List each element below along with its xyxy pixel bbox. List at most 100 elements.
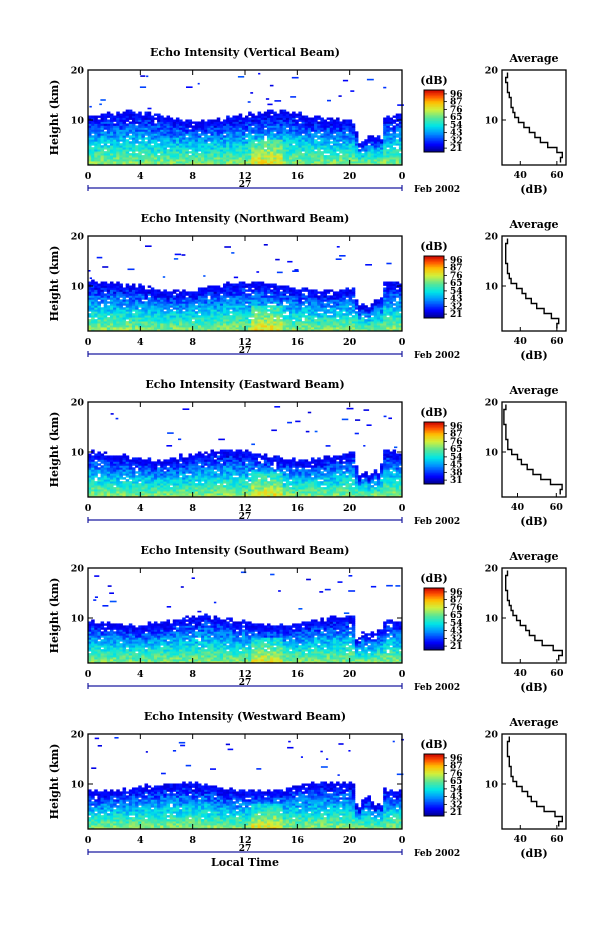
x-tick-label: 16 bbox=[291, 669, 305, 680]
panel-5: Echo Intensity (Westward Beam) Height (km… bbox=[48, 710, 567, 860]
panel-title: Echo Intensity (Northward Beam) bbox=[141, 212, 350, 225]
profile-x-tick-label: 40 bbox=[514, 834, 528, 845]
colorbar-tick-label: 32 bbox=[450, 634, 463, 644]
average-profile: Average 20 10 40 60(dB) bbox=[485, 384, 567, 528]
colorbar-tick-label: 65 bbox=[450, 445, 463, 455]
panel-4: Echo Intensity (Southward Beam) Height (k… bbox=[48, 544, 567, 694]
x-tick-label: 4 bbox=[137, 835, 144, 846]
x-tick-label: 8 bbox=[189, 171, 196, 182]
colorbar-tick-label: 45 bbox=[450, 461, 463, 471]
average-profile: Average 20 10 40 60(dB) bbox=[485, 550, 567, 694]
y-tick-label: 20 bbox=[71, 66, 85, 77]
day-label: 27 bbox=[239, 512, 252, 522]
colorbar-unit: (dB) bbox=[420, 738, 447, 751]
colorbar-tick-label: 65 bbox=[450, 777, 463, 787]
x-tick-label: 16 bbox=[291, 171, 305, 182]
y-axis-label: Height (km) bbox=[48, 744, 61, 820]
colorbar-tick-label: 76 bbox=[450, 105, 463, 115]
colorbar-tick-label: 31 bbox=[450, 476, 463, 486]
y-tick-label: 10 bbox=[71, 780, 85, 791]
profile-line bbox=[503, 404, 563, 495]
colorbar-tick-label: 43 bbox=[450, 129, 463, 139]
x-tick-label: 20 bbox=[343, 171, 357, 182]
x-tick-label: 16 bbox=[291, 835, 305, 846]
profile-y-tick-label: 20 bbox=[485, 398, 499, 409]
colorbar-tick-label: 54 bbox=[450, 287, 463, 297]
x-axis-label: Local Time bbox=[211, 856, 279, 869]
colorbar-tick-label: 65 bbox=[450, 611, 463, 621]
heatmap-cells bbox=[88, 406, 403, 498]
colorbar-tick-label: 65 bbox=[450, 113, 463, 123]
x-tick-label: 0 bbox=[399, 337, 406, 348]
y-axis-label: Height (km) bbox=[48, 578, 61, 654]
profile-y-tick-label: 10 bbox=[485, 448, 499, 459]
x-tick-label: 20 bbox=[343, 835, 357, 846]
profile-line bbox=[505, 238, 560, 329]
x-tick-label: 12 bbox=[238, 337, 251, 348]
heatmap-cells bbox=[88, 72, 404, 166]
panel-title: Echo Intensity (Vertical Beam) bbox=[150, 46, 340, 59]
colorbar-tick-label: 43 bbox=[450, 627, 463, 637]
profile-x-tick-label: 60 bbox=[550, 502, 564, 513]
panel-title: Echo Intensity (Westward Beam) bbox=[144, 710, 346, 723]
colorbar-tick-label: 96 bbox=[450, 256, 463, 266]
average-profile: Average 20 10 40 60(dB) bbox=[485, 716, 567, 860]
profile-line bbox=[505, 72, 563, 163]
average-profile: Average 20 10 40 60(dB) bbox=[485, 218, 567, 362]
profile-title: Average bbox=[508, 218, 558, 231]
x-tick-label: 16 bbox=[291, 337, 305, 348]
profile-y-tick-label: 10 bbox=[485, 780, 499, 791]
colorbar-tick-label: 54 bbox=[450, 121, 463, 131]
x-tick-label: 12 bbox=[238, 835, 251, 846]
profile-x-tick-label: 40 bbox=[514, 170, 528, 181]
y-tick-label: 20 bbox=[71, 398, 85, 409]
colorbar-unit: (dB) bbox=[420, 406, 447, 419]
profile-title: Average bbox=[508, 52, 558, 65]
x-tick-label: 0 bbox=[85, 171, 92, 182]
colorbar-tick-label: 76 bbox=[450, 437, 463, 447]
average-profile: Average 20 10 40 60(dB) bbox=[485, 52, 567, 196]
x-tick-label: 0 bbox=[399, 171, 406, 182]
colorbar-tick-label: 54 bbox=[450, 453, 463, 463]
heatmap-cells bbox=[88, 571, 403, 664]
profile-line bbox=[506, 736, 563, 827]
profile-y-tick-label: 20 bbox=[485, 66, 499, 77]
x-tick-label: 0 bbox=[85, 337, 92, 348]
x-tick-label: 0 bbox=[399, 835, 406, 846]
y-axis-label: Height (km) bbox=[48, 80, 61, 156]
profile-x-label: (dB) bbox=[520, 515, 547, 528]
colorbar-tick-label: 21 bbox=[450, 808, 463, 818]
x-tick-label: 12 bbox=[238, 669, 251, 680]
x-tick-label: 20 bbox=[343, 337, 357, 348]
profile-x-tick-label: 60 bbox=[550, 668, 564, 679]
profile-x-tick-label: 40 bbox=[514, 336, 528, 347]
colorbar-tick-label: 38 bbox=[450, 468, 463, 478]
colorbar-tick-label: 76 bbox=[450, 603, 463, 613]
colorbar-tick-label: 21 bbox=[450, 310, 463, 320]
colorbar-tick-label: 54 bbox=[450, 785, 463, 795]
x-tick-label: 0 bbox=[399, 669, 406, 680]
profile-y-tick-label: 20 bbox=[485, 730, 499, 741]
x-tick-label: 12 bbox=[238, 503, 251, 514]
y-tick-label: 10 bbox=[71, 282, 85, 293]
panel-2: Echo Intensity (Northward Beam) Height (k… bbox=[48, 212, 567, 362]
colorbar-unit: (dB) bbox=[420, 240, 447, 253]
colorbar-tick-label: 65 bbox=[450, 279, 463, 289]
x-tick-label: 8 bbox=[189, 337, 196, 348]
colorbar-tick-label: 32 bbox=[450, 800, 463, 810]
colorbar-tick-label: 96 bbox=[450, 588, 463, 598]
colorbar-tick-label: 87 bbox=[450, 430, 463, 440]
x-tick-label: 0 bbox=[85, 669, 92, 680]
colorbar-tick-label: 21 bbox=[450, 144, 463, 154]
panel-3: Echo Intensity (Eastward Beam) Height (km… bbox=[48, 378, 567, 528]
y-axis-label: Height (km) bbox=[48, 246, 61, 322]
x-tick-label: 4 bbox=[137, 337, 144, 348]
heatmap-cells bbox=[88, 737, 404, 830]
y-axis-label: Height (km) bbox=[48, 412, 61, 488]
y-tick-label: 20 bbox=[71, 232, 85, 243]
colorbar-tick-label: 87 bbox=[450, 264, 463, 274]
date-label: Feb 2002 bbox=[414, 517, 460, 527]
